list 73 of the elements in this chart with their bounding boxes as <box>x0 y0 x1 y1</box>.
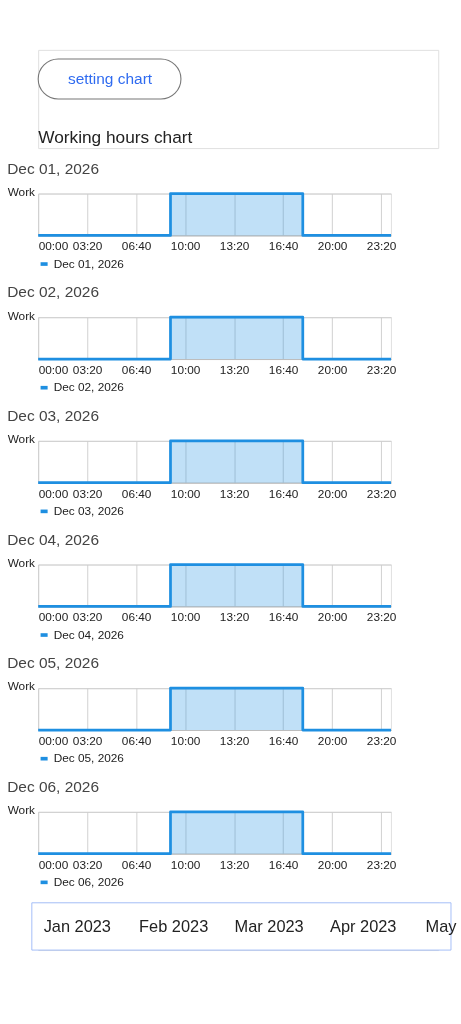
x-tick-label: 03:20 <box>72 239 103 254</box>
legend-label: Dec 02, 2026 <box>53 380 125 395</box>
x-tick-label: 16:40 <box>268 363 299 378</box>
x-tick-label: 06:40 <box>121 734 152 749</box>
x-tick-label: 23:20 <box>366 363 397 378</box>
y-axis-title: Work <box>7 184 36 199</box>
x-tick-label: 20:00 <box>317 363 348 378</box>
x-tick-label: 20:00 <box>317 486 348 501</box>
x-tick-label: 16:40 <box>268 610 299 625</box>
x-tick-label: 13:20 <box>219 857 250 872</box>
x-tick-label: 00:00 <box>38 486 69 501</box>
x-tick-label: 00:00 <box>38 734 69 749</box>
x-tick-label: 16:40 <box>268 734 299 749</box>
x-tick-label: 16:40 <box>268 857 299 872</box>
y-axis-title: Work <box>7 308 36 323</box>
x-tick-label: 20:00 <box>317 610 348 625</box>
x-tick-label: 13:20 <box>219 610 250 625</box>
y-axis-title: Work <box>7 803 36 818</box>
chart-title: Dec 01, 2026 <box>7 159 100 177</box>
x-tick-label: 20:00 <box>317 857 348 872</box>
text: May <box>425 916 458 935</box>
x-tick-label: 13:20 <box>219 486 250 501</box>
text: Feb 2023 <box>139 916 209 935</box>
x-tick-label: 23:20 <box>366 239 397 254</box>
x-tick-label: 13:20 <box>219 239 250 254</box>
text: setting chart <box>67 69 153 87</box>
x-tick-label: 23:20 <box>366 610 397 625</box>
x-tick-label: 10:00 <box>170 239 201 254</box>
text: Apr 2023 <box>330 916 397 935</box>
x-tick-label: 03:20 <box>72 486 103 501</box>
x-tick-label: 03:20 <box>72 857 103 872</box>
x-tick-label: 06:40 <box>121 610 152 625</box>
x-tick-label: 23:20 <box>366 734 397 749</box>
x-tick-label: 06:40 <box>121 857 152 872</box>
x-tick-label: 00:00 <box>38 239 69 254</box>
x-tick-label: 10:00 <box>170 610 201 625</box>
text: Working hours chart <box>38 126 193 147</box>
legend-label: Dec 03, 2026 <box>53 504 125 518</box>
x-tick-label: 16:40 <box>268 486 299 501</box>
x-tick-label: 00:00 <box>38 857 69 872</box>
x-tick-label: 00:00 <box>38 610 69 625</box>
x-tick-label: 20:00 <box>317 239 348 254</box>
text: Jan 2023 <box>43 916 111 935</box>
y-axis-title: Work <box>7 555 36 570</box>
x-tick-label: 06:40 <box>121 239 152 254</box>
text: Mar 2023 <box>234 916 304 935</box>
x-tick-label: 03:20 <box>72 610 103 625</box>
legend-label: Dec 06, 2026 <box>53 874 125 889</box>
chart-title: Dec 06, 2026 <box>7 777 100 795</box>
chart-title: Dec 02, 2026 <box>7 283 100 301</box>
legend-label: Dec 01, 2026 <box>53 256 125 271</box>
chart-title: Dec 04, 2026 <box>7 530 100 548</box>
x-tick-label: 00:00 <box>38 363 69 378</box>
x-tick-label: 10:00 <box>170 857 201 872</box>
chart-title: Dec 03, 2026 <box>7 406 100 424</box>
x-tick-label: 23:20 <box>366 857 397 872</box>
chart-title: Dec 05, 2026 <box>7 654 100 672</box>
x-tick-label: 03:20 <box>72 734 103 749</box>
x-tick-label: 20:00 <box>317 734 348 749</box>
y-axis-title: Work <box>7 679 36 694</box>
y-axis-title: Work <box>7 432 36 447</box>
x-tick-label: 06:40 <box>121 363 152 378</box>
legend-label: Dec 04, 2026 <box>53 627 125 642</box>
x-tick-label: 23:20 <box>366 486 397 501</box>
x-tick-label: 06:40 <box>121 486 152 501</box>
x-tick-label: 10:00 <box>170 734 201 749</box>
legend-label: Dec 05, 2026 <box>53 751 125 766</box>
x-tick-label: 13:20 <box>219 734 250 749</box>
x-tick-label: 10:00 <box>170 486 201 501</box>
x-tick-label: 03:20 <box>72 363 103 378</box>
x-tick-label: 13:20 <box>219 363 250 378</box>
x-tick-label: 16:40 <box>268 239 299 254</box>
x-tick-label: 10:00 <box>170 363 201 378</box>
